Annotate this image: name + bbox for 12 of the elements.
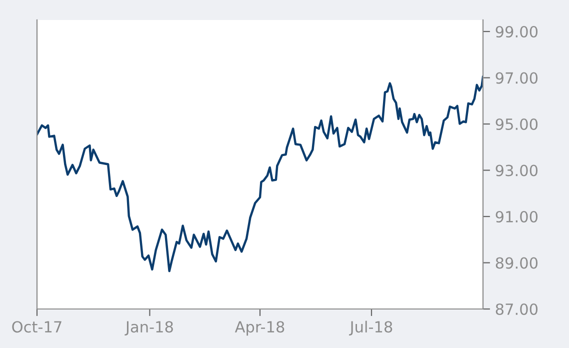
y-tick-label: 87.00 — [496, 303, 538, 316]
line-series — [37, 76, 483, 272]
y-tick-label: 91.00 — [496, 210, 538, 223]
x-tick-label: Apr-18 — [234, 321, 284, 336]
y-tick-label: 99.00 — [496, 26, 538, 38]
x-tick-label: Jan-18 — [124, 321, 173, 336]
x-tick-label: Oct-17 — [12, 321, 62, 333]
y-tick-label: 95.00 — [496, 118, 538, 130]
y-tick-label: 93.00 — [496, 164, 538, 176]
y-tick-label: 97.00 — [496, 72, 538, 84]
x-tick-label: Jul-18 — [349, 320, 392, 336]
y-tick-label: 89.00 — [496, 257, 538, 269]
